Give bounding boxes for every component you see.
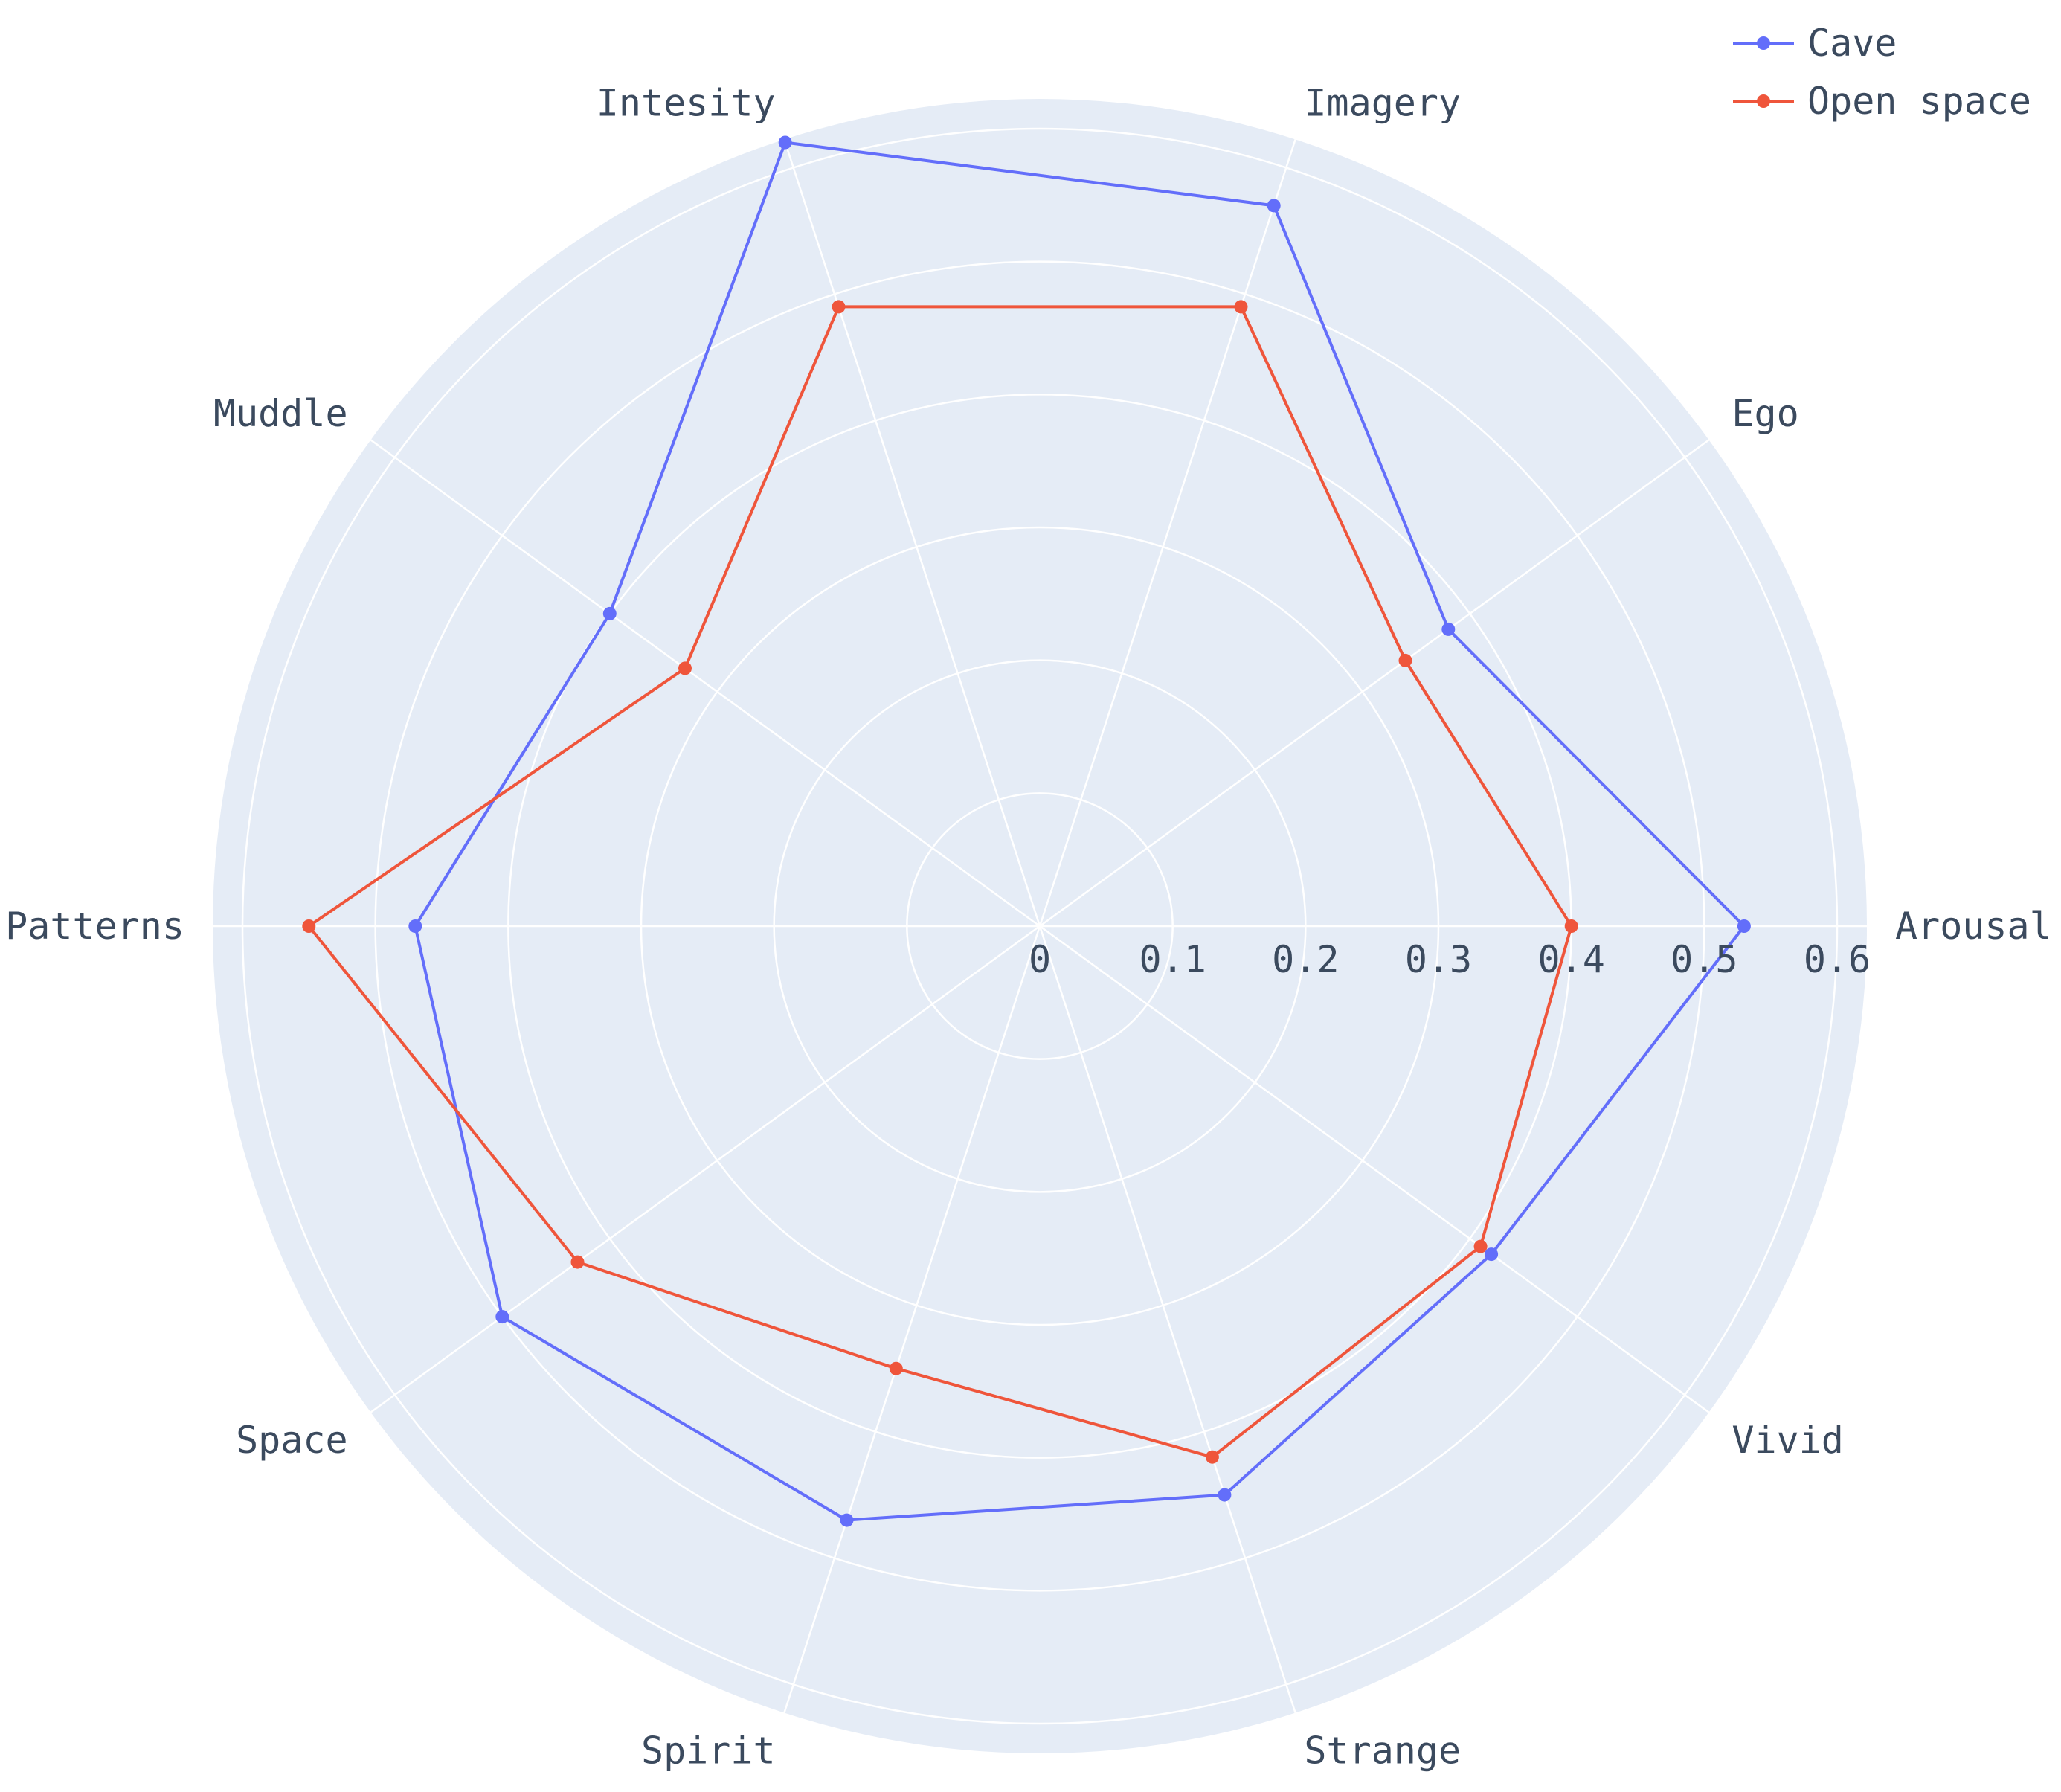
grid-spoke [370, 925, 1041, 1413]
data-point-open-space-intesity [832, 300, 846, 314]
category-labels: Arousal Ego Imagery Intesity Muddle Patterns S… [5, 81, 2052, 1772]
data-point-cave-spirit [840, 1513, 854, 1527]
category-label-ego: Ego [1732, 392, 1798, 435]
data-point-open-space-strange [1205, 1450, 1219, 1464]
legend-marker-cave [1757, 36, 1770, 50]
data-point-cave-space [495, 1310, 509, 1324]
data-point-cave-vivid [1485, 1247, 1499, 1262]
legend-label-open-space: Open space [1807, 80, 2031, 123]
legend-item-open-space[interactable]: Open space [1733, 80, 2031, 123]
category-label-space: Space [236, 1419, 348, 1462]
radial-tick-label: 0.2 [1272, 938, 1339, 981]
category-label-muddle: Muddle [213, 392, 348, 435]
data-point-cave-strange [1218, 1488, 1232, 1502]
grid-spoke [1038, 925, 1296, 1713]
series-layer [302, 135, 1751, 1527]
category-label-arousal: Arousal [1895, 905, 2052, 948]
data-point-open-space-imagery [1234, 300, 1248, 314]
category-label-patterns: Patterns [5, 905, 184, 948]
category-label-imagery: Imagery [1304, 81, 1461, 124]
radial-tick-labels: 0 0.1 0.2 0.3 0.4 0.5 0.6 [1029, 938, 1871, 981]
radial-tick-label: 0.3 [1405, 938, 1472, 981]
grid-spoke [783, 139, 1041, 927]
radial-tick-label: 0.5 [1671, 938, 1737, 981]
data-point-open-space-patterns [302, 919, 316, 933]
category-label-strange: Strange [1304, 1730, 1461, 1773]
data-point-open-space-vivid [1473, 1239, 1488, 1253]
legend-label-cave: Cave [1807, 22, 1897, 65]
legend[interactable]: Cave Open space [1733, 22, 2031, 123]
data-point-cave-muddle [602, 606, 617, 620]
legend-marker-open-space [1757, 94, 1770, 108]
legend-item-cave[interactable]: Cave [1733, 22, 1897, 65]
category-label-vivid: Vivid [1732, 1419, 1844, 1462]
data-point-open-space-ego [1398, 653, 1412, 667]
grid-spoke [370, 439, 1041, 928]
radial-tick-label: 0.6 [1804, 938, 1871, 981]
grid-spoke [1039, 439, 1710, 928]
data-point-open-space-muddle [678, 661, 692, 675]
grid-spoke [783, 925, 1041, 1713]
category-label-spirit: Spirit [641, 1730, 776, 1773]
data-point-cave-patterns [408, 919, 422, 933]
data-point-open-space-space [570, 1255, 585, 1269]
data-point-cave-arousal [1737, 919, 1751, 933]
radial-tick-label: 0.1 [1139, 938, 1206, 981]
radial-tick-label: 0.4 [1538, 938, 1605, 981]
category-label-intesity: Intesity [597, 81, 776, 124]
grid-spoke [1039, 925, 1710, 1413]
data-point-open-space-arousal [1564, 919, 1578, 933]
radial-tick-label: 0 [1029, 938, 1051, 981]
data-point-open-space-spirit [889, 1361, 903, 1375]
polar-grid [213, 127, 1867, 1725]
data-point-cave-imagery [1267, 199, 1281, 213]
grid-spoke [1038, 139, 1296, 927]
data-point-cave-intesity [778, 135, 792, 150]
data-point-cave-ego [1441, 622, 1456, 636]
